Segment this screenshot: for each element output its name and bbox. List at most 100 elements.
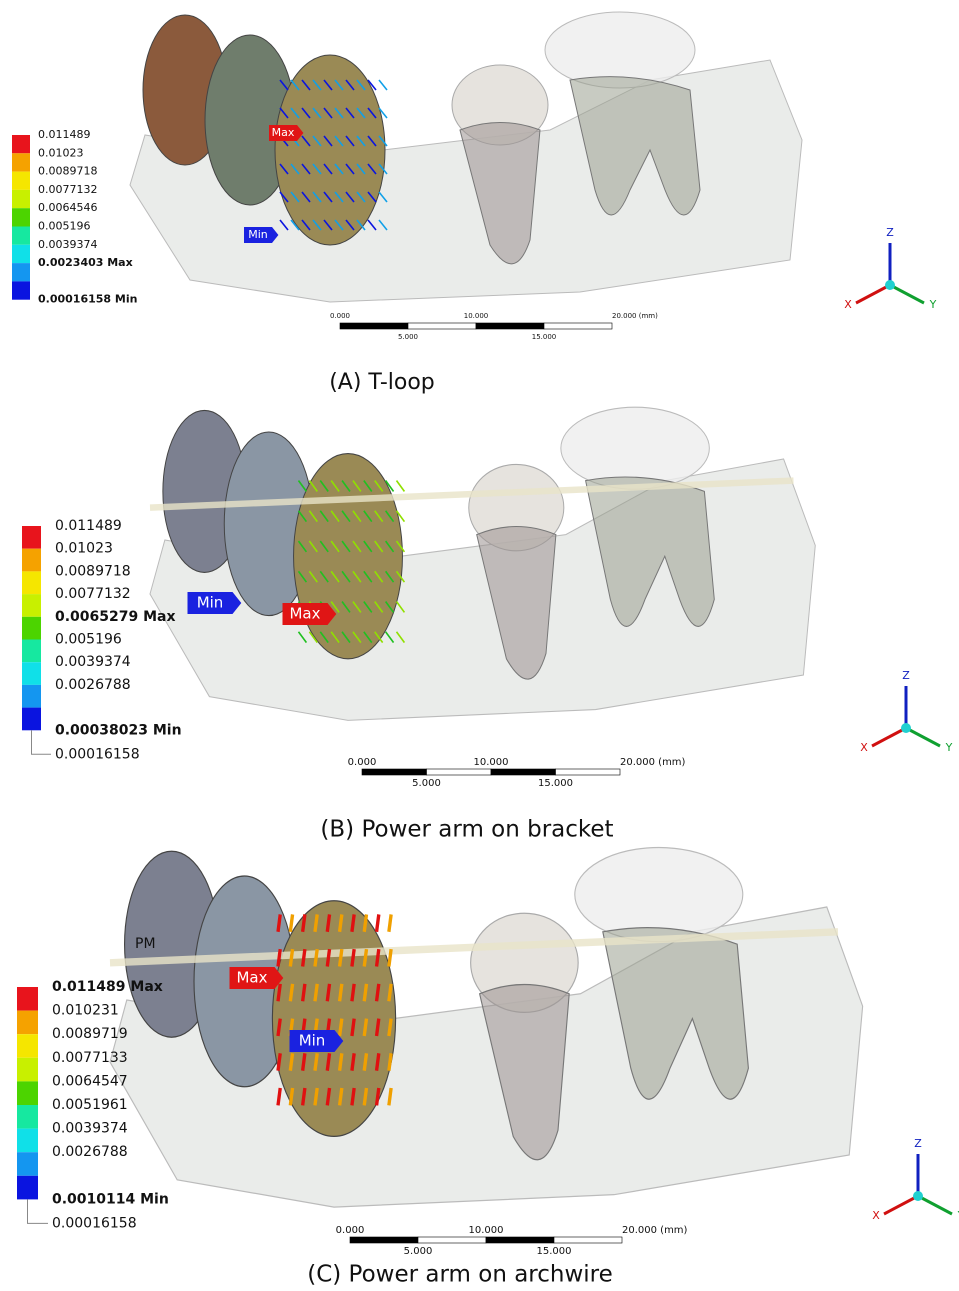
vector-arrow: [364, 1088, 366, 1105]
vector-arrow: [364, 1019, 366, 1036]
vector-arrow: [303, 1088, 305, 1105]
vector-arrow: [278, 1053, 280, 1070]
vector-arrow: [352, 1088, 354, 1105]
vector-arrow: [377, 1088, 379, 1105]
legend-label: 0.0039374: [52, 1121, 128, 1137]
vector-arrow: [290, 1088, 292, 1105]
legend-swatch: [22, 571, 41, 594]
legend-label: 0.0026788: [52, 1144, 128, 1160]
vector-arrow: [377, 1053, 379, 1070]
max-tag: Max: [272, 126, 295, 139]
scale-segment: [418, 1237, 486, 1243]
scale-segment: [408, 323, 476, 329]
vector-arrow: [352, 914, 354, 931]
legend-label: 0.0089718: [55, 563, 131, 579]
max-tag: Max: [289, 605, 320, 623]
legend-label: 0.0064547: [52, 1073, 128, 1089]
axis-label: Z: [902, 669, 910, 682]
legend-swatch: [22, 594, 41, 617]
vector-arrow: [340, 984, 342, 1001]
panel: MaxMin0.0114890.010230.00897180.00771320…: [12, 12, 937, 395]
legend-label: 0.0077132: [55, 586, 131, 602]
legend-swatch: [17, 1176, 38, 1200]
axis-origin: [885, 280, 895, 290]
axis-y: [918, 1196, 952, 1214]
legend-label: 0.0026788: [55, 677, 131, 693]
legend-swatch: [12, 281, 30, 299]
axis-label: X: [844, 298, 852, 311]
scale-segment: [486, 1237, 554, 1243]
vector-arrow: [352, 1019, 354, 1036]
vector-arrow: [364, 1053, 366, 1070]
model: [150, 407, 815, 720]
axis-x: [856, 285, 890, 303]
panel: MaxMin0.0114890.010230.00897180.00771320…: [22, 407, 953, 842]
vector-arrow: [340, 1053, 342, 1070]
vector-arrow: [389, 949, 391, 966]
legend-swatch: [22, 662, 41, 685]
legend-label: 0.0023403 Max: [38, 256, 133, 269]
vector-arrow: [389, 984, 391, 1001]
legend-swatch: [12, 153, 30, 171]
axis-origin: [913, 1191, 923, 1201]
legend-swatch: [17, 1081, 38, 1105]
legend-swatch: [17, 987, 38, 1011]
legend-swatch: [12, 227, 30, 245]
scale-segment: [544, 323, 612, 329]
legend-swatch: [17, 1034, 38, 1058]
scale-label: 0.000: [348, 757, 377, 768]
legend-swatch: [22, 549, 41, 572]
legend-label: 0.005196: [55, 632, 122, 648]
tooth-3: [275, 55, 385, 245]
axis-label: Y: [945, 741, 953, 754]
legend-label: 0.0089719: [52, 1026, 128, 1042]
legend-label: 0.0010114 Min: [52, 1191, 169, 1207]
legend-label: 0.01023: [38, 146, 84, 159]
scale-label: 20.000 (mm): [622, 1225, 688, 1236]
legend-swatch: [22, 685, 41, 708]
legend-label: 0.010231: [52, 1003, 119, 1019]
min-tag: Min: [299, 1032, 326, 1050]
vector-arrow: [303, 984, 305, 1001]
vector-arrow: [278, 949, 280, 966]
legend-label: 0.0077132: [38, 183, 98, 196]
scale-label: 0.000: [330, 312, 350, 320]
legend-leader: [28, 1199, 49, 1223]
vector-arrow: [352, 1053, 354, 1070]
scale-label: 10.000: [464, 312, 489, 320]
vector-arrow: [315, 949, 317, 966]
legend-swatch: [22, 708, 41, 731]
scale-label: 15.000: [538, 778, 573, 789]
vector-arrow: [315, 1053, 317, 1070]
legend-swatch: [17, 1058, 38, 1082]
vector-arrow: [352, 949, 354, 966]
legend-swatch: [12, 190, 30, 208]
vector-arrow: [303, 949, 305, 966]
legend-swatch: [12, 135, 30, 153]
scale-label: 10.000: [474, 757, 509, 768]
vector-arrow: [278, 1088, 280, 1105]
axis-y: [906, 728, 940, 746]
legend-swatch: [12, 245, 30, 263]
scale-segment: [340, 323, 408, 329]
scale-segment: [476, 323, 544, 329]
vector-arrow: [389, 914, 391, 931]
min-tag: Min: [248, 228, 268, 241]
vector-arrow: [327, 1053, 329, 1070]
model: [130, 12, 802, 302]
legend-swatch: [12, 172, 30, 190]
vector-arrow: [377, 1019, 379, 1036]
vector-arrow: [290, 1053, 292, 1070]
scale-label: 5.000: [398, 333, 418, 341]
axis-label: Z: [886, 226, 894, 239]
vector-arrow: [340, 1019, 342, 1036]
caption: (C) Power arm on archwire: [307, 1262, 613, 1288]
legend-label: 0.00038023 Min: [55, 722, 182, 738]
axis-x: [884, 1196, 918, 1214]
legend-label: 0.011489: [55, 518, 122, 534]
legend-swatch: [17, 1152, 38, 1176]
legend-label: 0.00016158: [52, 1215, 137, 1231]
vector-arrow: [389, 1053, 391, 1070]
vector-arrow: [278, 914, 280, 931]
scale-label: 20.000 (mm): [612, 312, 658, 320]
